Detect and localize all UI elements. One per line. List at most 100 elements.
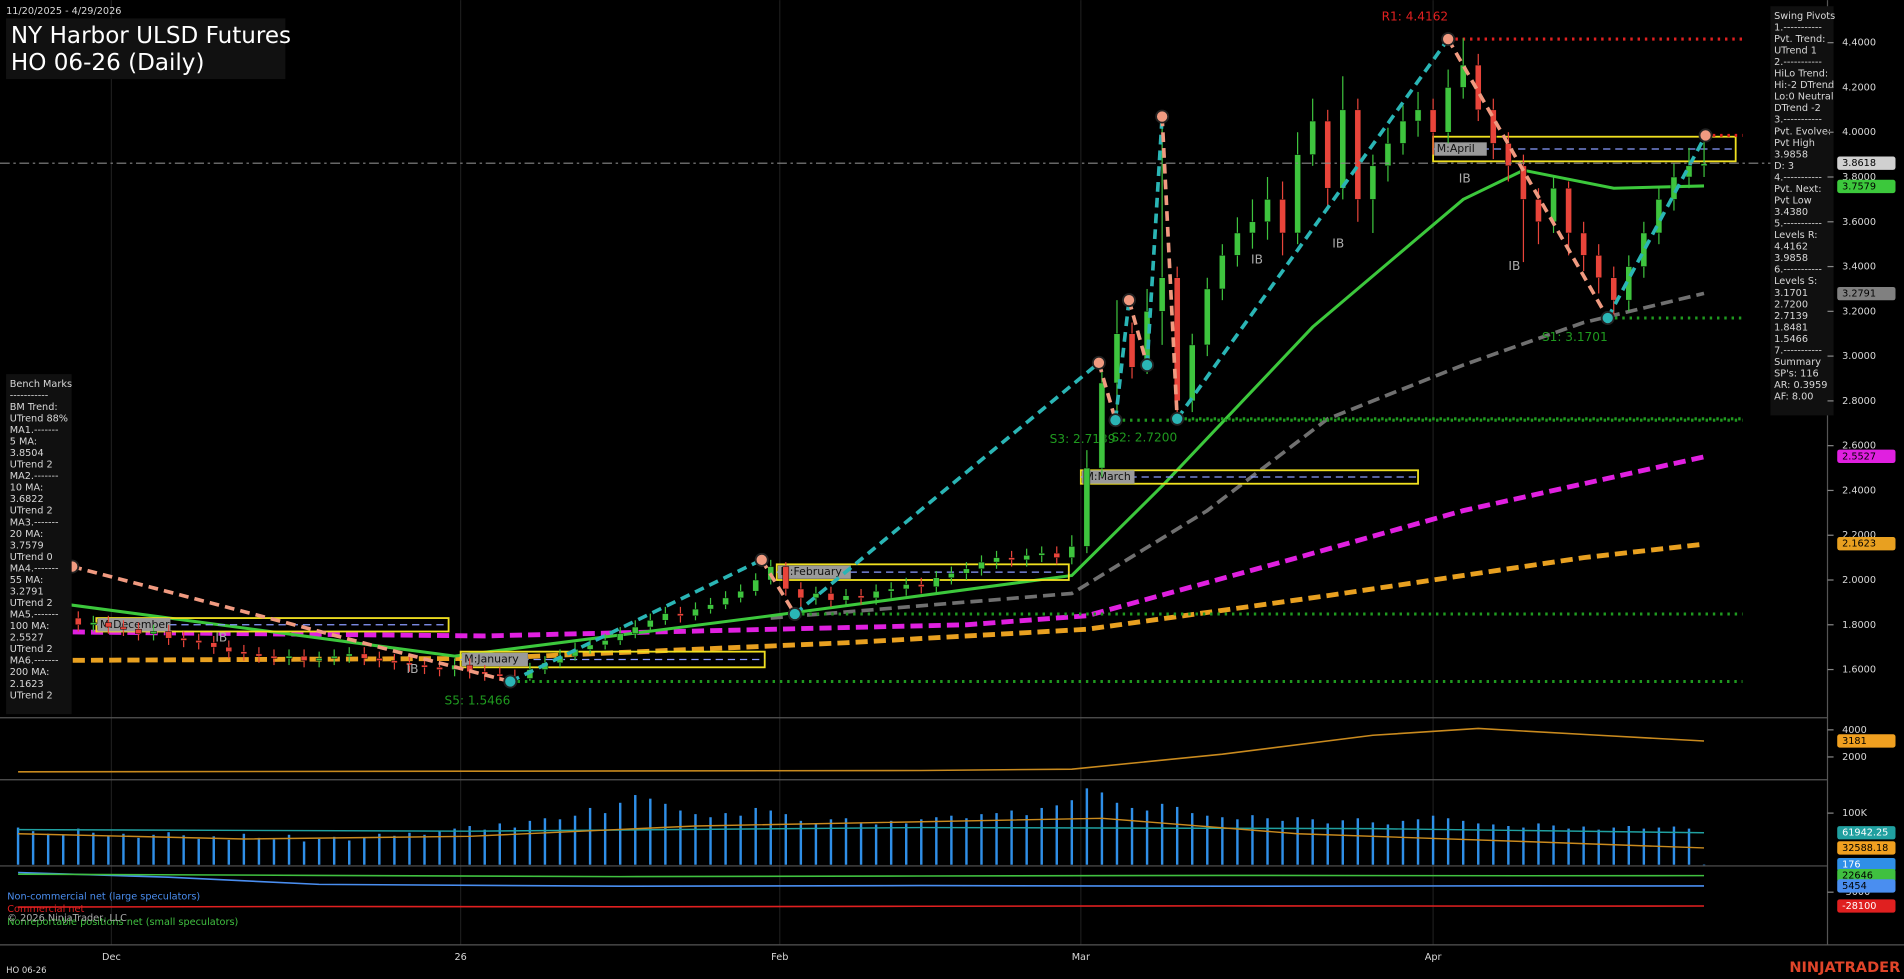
swing-point [1441,32,1456,47]
pivot-text: UTrend 1 [1774,46,1817,57]
candle-body [240,651,248,655]
volume-bar [754,807,757,865]
candle-body [812,593,820,599]
benchmark-text: UTrend 2 [10,460,53,471]
pivot-text: Levels S: [1774,276,1817,287]
y-tick-label: 4.0000 [1842,127,1876,138]
benchmark-text: UTrend 2 [10,690,53,701]
series-line [18,817,1705,849]
volume-bar [769,810,772,865]
legend-entry: Nonreportable positions net (small specu… [7,917,238,928]
benchmark-text: 3.2791 [10,587,44,598]
candle-body [1610,277,1618,301]
volume-bar [92,832,95,865]
y-tick-label: 4.2000 [1842,82,1876,93]
candle-body [722,597,729,605]
volume-bar [498,823,501,865]
benchmark-text: Bench Marks [10,379,72,390]
candle-body [496,673,504,677]
y-tick-label: 4.4000 [1842,38,1876,49]
volume-bar [332,836,336,865]
volume-bar [1477,823,1480,865]
pivot-text: 1.5466 [1774,334,1808,345]
volume-bar [679,810,682,865]
candle-body [692,608,699,617]
volume-bar [724,813,727,865]
candle-body [737,590,744,599]
ib-label: IB [1332,237,1344,251]
candle-body [210,642,218,648]
candle-body [315,658,323,661]
candle-body [1113,333,1121,384]
candle-body [255,653,263,657]
candle-body [963,568,970,574]
pivot-text: 6.----------- [1774,265,1822,276]
swing-point [1155,109,1170,124]
volume-bar [709,817,712,865]
volume-bar [197,838,200,865]
candle-body [933,577,940,587]
candle-body [1565,187,1572,234]
candle-body [90,622,97,626]
candle-body [978,561,985,570]
volume-bar [543,818,547,865]
candle-body [1294,154,1301,234]
volume-bar [1085,788,1089,865]
x-tick-label: Mar [1072,952,1090,963]
pivot-text: 3.9858 [1774,149,1808,160]
candle-body [74,617,82,626]
pivot-text: 3.9858 [1774,253,1808,264]
month-label-bg [461,652,528,667]
volume-bar [1582,826,1585,865]
y-tick-label: 2.6000 [1842,441,1876,452]
swing-point [1140,358,1155,373]
volume-bar [558,819,562,865]
candle-body [1580,232,1587,256]
volume-bar [573,815,577,865]
price-marker-label: 2.5527 [1842,451,1876,462]
price-marker-label: 3181 [1842,736,1867,747]
pivot-text: Lo:0 Neutral [1774,92,1834,103]
benchmark-text: UTrend 88% [10,413,68,424]
candle-body [376,658,383,661]
candle-body [165,631,172,639]
swing-leg [1145,116,1164,366]
ib-label: IB [215,631,227,645]
swing-point [754,552,769,567]
y-tick-label: 3.6000 [1842,217,1876,228]
candle-body [1158,277,1166,312]
volume-bar [513,827,517,865]
candle-body [797,588,805,599]
month-box [1079,469,1419,485]
swing-point [787,607,802,621]
series-line [18,826,1705,834]
volume-bar [920,819,923,865]
candle-body [195,640,202,643]
volume-bar [694,814,697,865]
pivot-level-label: S3: 2.7139 [1050,432,1116,446]
swing-leg [1446,38,1610,319]
swing-pivots-panel [1770,6,1834,416]
volume-bar [799,820,803,865]
candle-body [225,646,233,652]
benchmark-text: MA3.------- [10,517,59,528]
candle-body [616,633,624,641]
price-marker [1837,857,1896,872]
swing-leg [1097,362,1118,421]
volume-bar [844,818,848,865]
benchmark-text: 3.6822 [10,494,44,505]
candle-body [1068,546,1076,558]
pivot-text: SP's: 116 [1774,369,1819,380]
candle-body [1339,109,1347,189]
candle-body [436,667,443,670]
price-marker-label: -28100 [1842,901,1876,912]
candle-body [1595,255,1602,279]
volume-bar [287,834,291,865]
volume-bar [137,837,140,865]
candle-body [752,579,759,592]
benchmark-text: ----------- [10,390,49,401]
volume-bar [950,815,953,865]
y-tick-label: 2.2000 [1842,530,1876,541]
volume-bar [784,814,788,865]
chart-subtitle: HO 06-26 (Daily) [11,50,205,76]
